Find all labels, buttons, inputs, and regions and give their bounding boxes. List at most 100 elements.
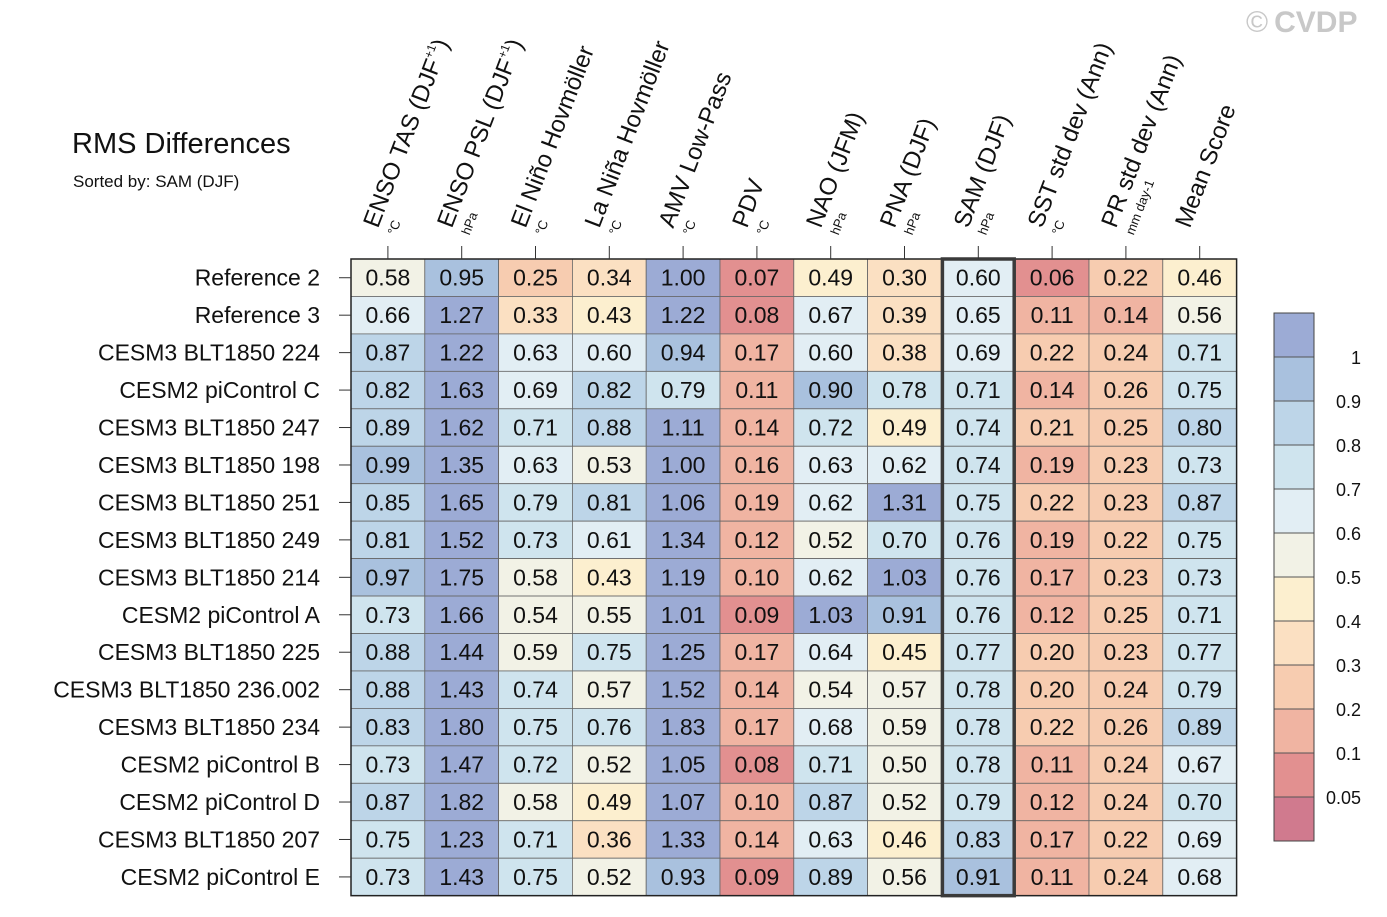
heatmap-cell: [645, 370, 721, 410]
cell-value: 0.61: [587, 527, 632, 553]
cell-value: 0.08: [735, 302, 780, 328]
cell-value: 0.90: [808, 377, 853, 403]
cell-value: 1.19: [661, 564, 706, 590]
cell-value: 0.19: [1030, 527, 1075, 553]
cell-value: 1.65: [439, 489, 484, 515]
cell-value: 0.62: [808, 564, 853, 590]
heatmap-cell: [1162, 370, 1238, 410]
heatmap-cell: [793, 370, 868, 410]
heatmap-cell: [645, 820, 721, 859]
cell-value: 0.49: [882, 415, 927, 441]
cell-value: 0.59: [513, 639, 558, 665]
cell-value: 0.93: [661, 864, 706, 890]
cell-value: 1.66: [439, 602, 484, 628]
heatmap-cell: [1088, 370, 1164, 410]
cell-value: 0.58: [366, 265, 411, 291]
cell-value: 0.22: [1104, 265, 1149, 291]
cell-value: 0.46: [882, 826, 927, 852]
heatmap-cell: [1088, 782, 1164, 822]
cell-value: 0.24: [1104, 340, 1149, 366]
cell-value: 0.55: [587, 602, 632, 628]
heatmap-cell: [867, 670, 942, 709]
colorbar-label: 0.05: [1326, 788, 1361, 808]
colorbar-swatch: [1274, 577, 1314, 621]
colorbar-swatch: [1274, 533, 1314, 577]
cell-value: 0.17: [1030, 564, 1075, 590]
cell-value: 0.57: [882, 677, 927, 703]
cell-value: 0.74: [956, 415, 1001, 441]
cell-value: 0.78: [956, 677, 1001, 703]
column-units: °C: [1049, 218, 1068, 237]
heatmap-grid: 0.58 0.95 0.25 0.34 1.00 0.07 0.49 0.30 0.60 0.06…: [350, 257, 1238, 898]
heatmap-cell: [867, 445, 942, 485]
cell-value: 0.22: [1030, 340, 1075, 366]
cell-value: 0.46: [1177, 265, 1222, 291]
cell-value: 0.25: [1104, 415, 1149, 441]
heatmap-cell: [719, 258, 795, 297]
column-label: Mean Score: [1170, 101, 1242, 231]
heatmap-cell: [498, 595, 573, 634]
cell-value: 0.75: [956, 489, 1001, 515]
cell-value: 0.19: [1030, 452, 1075, 478]
heatmap-cell: [1088, 745, 1164, 784]
cell-value: 0.73: [1177, 452, 1222, 478]
heatmap-cell: [793, 296, 868, 335]
heatmap-cell: [350, 782, 426, 822]
heatmap-cell: [498, 520, 573, 560]
heatmap-cell: [867, 745, 942, 784]
cell-value: 0.75: [1177, 527, 1222, 553]
heatmap-cell: [1088, 483, 1164, 522]
cell-value: 0.20: [1030, 639, 1075, 665]
cell-value: 0.23: [1104, 452, 1149, 478]
cell-value: 0.36: [587, 826, 632, 852]
heatmap-cell: [572, 520, 647, 560]
cell-value: 0.24: [1104, 752, 1149, 778]
column-header: PDV°C: [727, 175, 772, 237]
cell-value: 0.24: [1104, 789, 1149, 815]
column-units: °C: [753, 218, 772, 237]
cell-value: 0.73: [366, 602, 411, 628]
heatmap-cell: [793, 782, 868, 822]
heatmap-cell: [350, 857, 426, 897]
cell-value: 0.75: [366, 826, 411, 852]
heatmap-cell: [572, 708, 647, 747]
cell-value: 1.03: [808, 602, 853, 628]
cell-value: 0.12: [1030, 602, 1075, 628]
colorbar-label: 0.8: [1336, 436, 1361, 456]
column-label: AMV Low-Pass: [653, 68, 737, 231]
colorbar-label: 0.6: [1336, 524, 1361, 544]
heatmap-cell: [719, 370, 795, 410]
cell-value: 0.07: [735, 265, 780, 291]
heatmap-cell: [572, 483, 647, 522]
cell-value: 0.14: [735, 677, 780, 703]
cell-value: 0.17: [735, 340, 780, 366]
cvdp-watermark: © CVDP: [1246, 6, 1357, 40]
cell-value: 1.43: [439, 677, 484, 703]
cell-value: 0.75: [587, 639, 632, 665]
sort-subtitle: Sorted by: SAM (DJF): [73, 172, 240, 191]
row-label: CESM3 BLT1850 251: [98, 489, 320, 515]
cell-value: 0.49: [587, 789, 632, 815]
heatmap-cell: [867, 258, 942, 297]
cell-value: 1.11: [662, 415, 705, 441]
heatmap-cell: [350, 708, 426, 747]
heatmap-cell: [498, 745, 573, 784]
heatmap-cell: [498, 408, 573, 447]
cell-value: 0.77: [1177, 639, 1222, 665]
cell-value: 0.77: [956, 639, 1001, 665]
cell-value: 0.34: [587, 265, 632, 291]
cell-value: 0.71: [808, 752, 853, 778]
cell-value: 0.79: [661, 377, 706, 403]
cell-value: 0.08: [735, 752, 780, 778]
row-label: CESM3 BLT1850 236.002: [53, 677, 320, 703]
heatmap-cell: [1088, 633, 1164, 672]
heatmap-cell: [498, 857, 573, 897]
cell-value: 1.31: [882, 489, 927, 515]
row-label: CESM3 BLT1850 224: [98, 340, 320, 366]
cell-value: 0.82: [587, 377, 632, 403]
row-label: CESM3 BLT1850 249: [98, 527, 320, 553]
cell-value: 0.23: [1104, 639, 1149, 665]
heatmap-cell: [793, 745, 868, 784]
cell-value: 0.11: [1031, 752, 1074, 778]
